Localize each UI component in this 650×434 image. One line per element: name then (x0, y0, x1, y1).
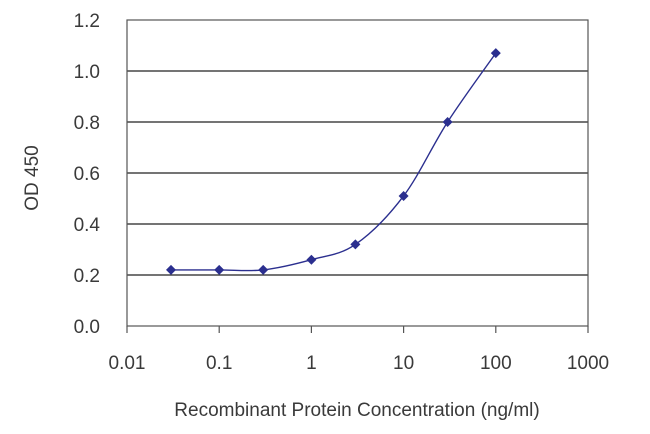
series-line (170, 52, 497, 272)
data-point (490, 48, 501, 59)
data-point (258, 264, 269, 275)
x-axis-tick-labels: 0.01 0.1 1 10 100 1000 (109, 353, 610, 374)
x-tick-label: 10 (393, 353, 414, 374)
y-tick-label: 0.8 (74, 113, 100, 134)
data-point (165, 264, 176, 275)
data-point (306, 254, 317, 265)
y-tick-label: 0.4 (74, 215, 101, 236)
y-tick-label: 0.2 (74, 266, 100, 287)
x-axis-ticks (126, 326, 589, 333)
data-point (442, 117, 453, 127)
y-tick-label: 1.2 (74, 11, 100, 32)
data-point (214, 264, 225, 275)
x-axis-title: Recombinant Protein Concentration (ng/ml… (174, 400, 539, 421)
x-tick-label: 100 (480, 353, 512, 374)
y-tick-label: 0.0 (74, 317, 100, 338)
x-tick-label: 0.01 (109, 353, 146, 374)
data-point (350, 239, 361, 250)
y-axis-title: OD 450 (22, 145, 43, 210)
series-line-path (170, 52, 497, 272)
y-tick-label: 1.0 (74, 62, 100, 83)
grid-lines (127, 70, 588, 276)
data-point (398, 190, 409, 201)
x-tick-label: 0.1 (206, 353, 232, 374)
plot-area (126, 19, 589, 327)
y-tick-label: 0.6 (74, 164, 100, 185)
x-tick-label: 1000 (567, 353, 609, 374)
y-axis-tick-labels: 0.0 0.2 0.4 0.6 0.8 1.0 1.2 (74, 11, 101, 338)
x-tick-label: 1 (306, 353, 317, 374)
data-points (165, 48, 501, 275)
